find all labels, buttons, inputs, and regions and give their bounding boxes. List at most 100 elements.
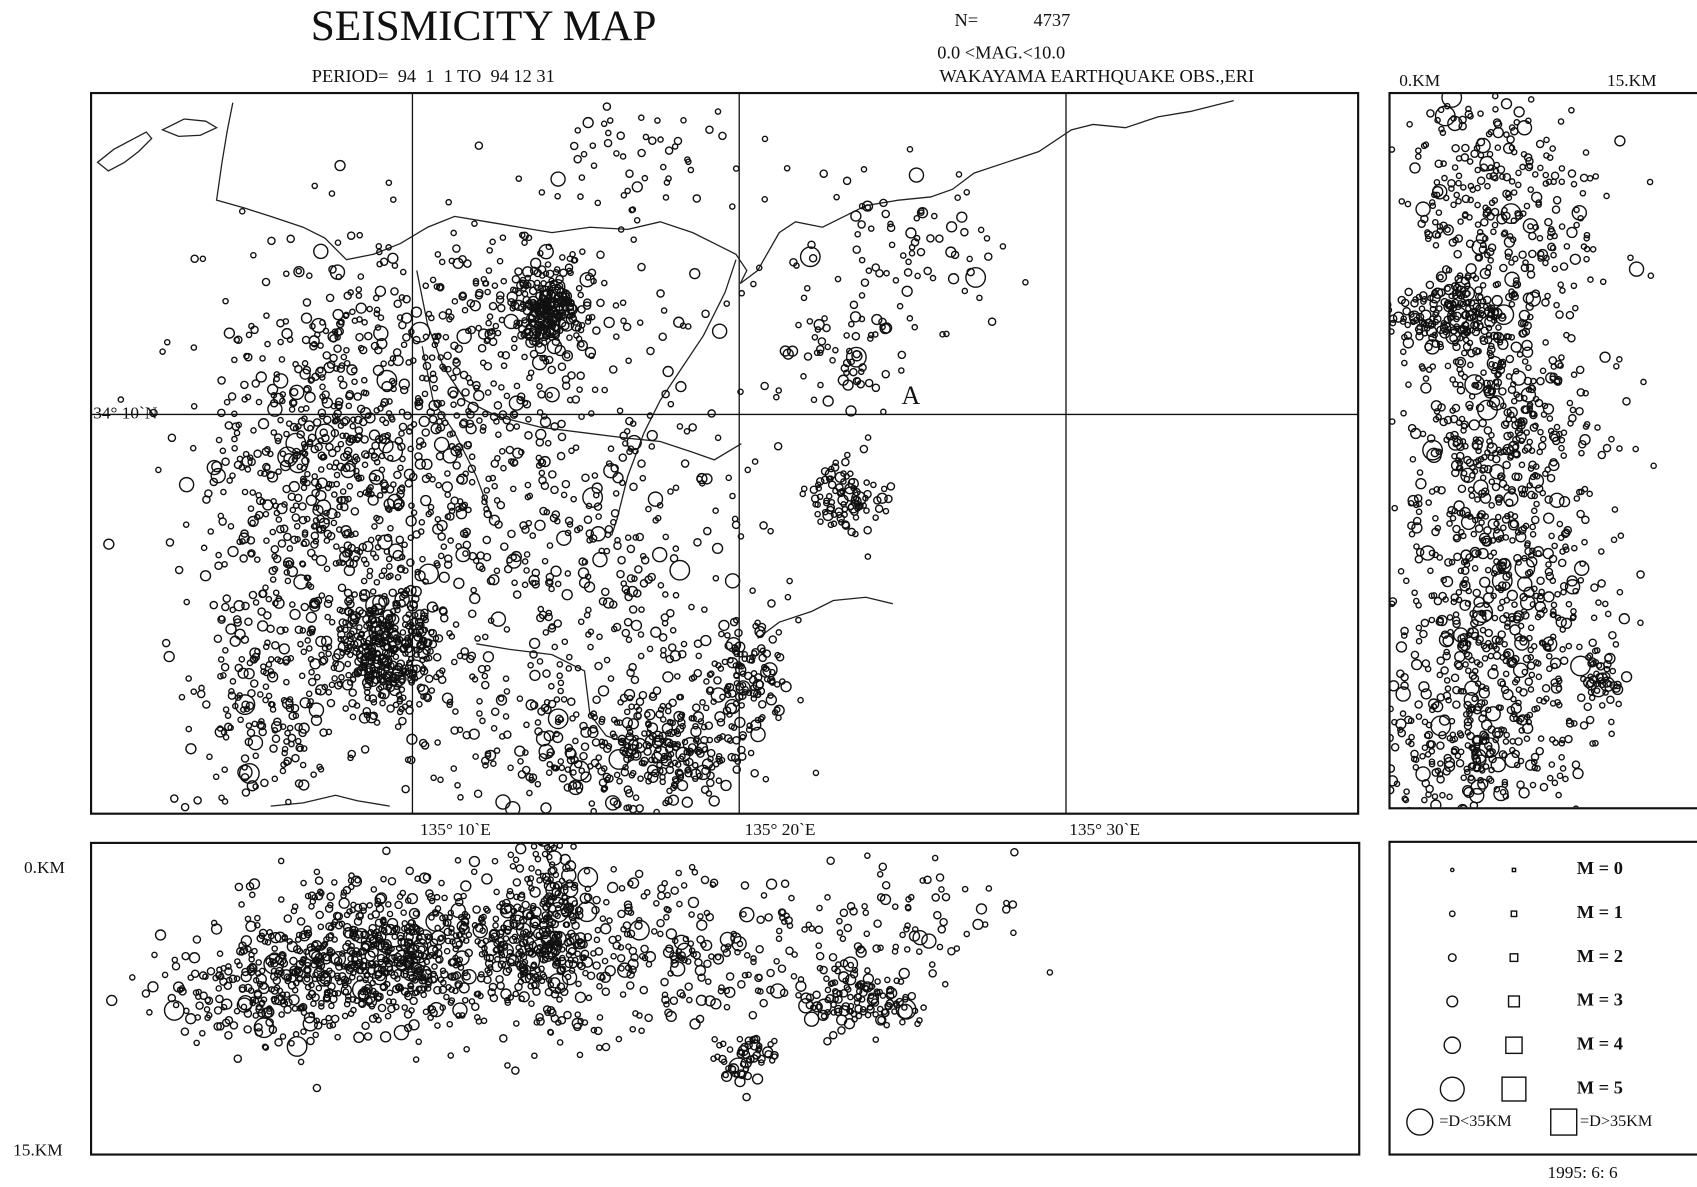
event [1519, 251, 1526, 258]
event [1531, 532, 1536, 537]
event [1549, 533, 1554, 538]
event [1547, 654, 1552, 659]
event [264, 612, 271, 619]
event [1411, 651, 1418, 658]
event [1438, 275, 1443, 280]
event [219, 657, 224, 662]
event [1440, 418, 1447, 425]
event [785, 166, 790, 171]
event [1566, 602, 1571, 607]
event [238, 717, 243, 722]
event [263, 829, 268, 834]
event [290, 828, 295, 833]
event [451, 230, 456, 235]
event [1447, 615, 1452, 620]
event [589, 411, 594, 416]
event [663, 672, 673, 682]
event [663, 366, 673, 376]
event [266, 693, 271, 698]
event [331, 520, 336, 525]
event [514, 383, 519, 388]
event [1619, 614, 1629, 624]
event [373, 365, 383, 375]
event [1474, 480, 1488, 494]
event [324, 416, 331, 423]
event [653, 548, 667, 562]
event [1498, 606, 1503, 611]
event [290, 385, 304, 399]
event [515, 268, 522, 275]
event [212, 462, 222, 472]
event [1455, 652, 1465, 662]
event [1514, 107, 1524, 117]
event [639, 115, 644, 120]
event [1595, 425, 1600, 430]
event [713, 576, 718, 581]
event [690, 269, 700, 279]
event [579, 175, 584, 180]
event [1599, 549, 1604, 554]
event [977, 295, 982, 300]
event [1598, 580, 1605, 587]
event [539, 190, 544, 195]
event [1504, 732, 1509, 737]
event [1547, 666, 1552, 671]
event [303, 361, 308, 366]
event [1536, 551, 1541, 556]
event [522, 291, 527, 296]
event [400, 456, 405, 461]
event [485, 289, 490, 294]
event [186, 744, 196, 754]
event [280, 768, 285, 773]
event [463, 541, 470, 548]
event [842, 459, 849, 466]
event [277, 320, 284, 327]
event [251, 680, 258, 687]
event [849, 322, 854, 327]
event [1528, 187, 1533, 192]
event [1473, 566, 1478, 571]
event [964, 190, 969, 195]
event [324, 538, 329, 543]
event [621, 300, 626, 305]
event [760, 522, 767, 529]
event [1403, 308, 1410, 315]
event [316, 911, 323, 918]
event [1433, 516, 1438, 521]
event [1430, 364, 1435, 369]
event [350, 714, 355, 719]
event [693, 763, 698, 768]
event [246, 332, 251, 337]
event [638, 149, 645, 156]
event [1478, 153, 1483, 158]
event [487, 248, 492, 253]
event [410, 997, 417, 1004]
event [288, 725, 293, 730]
event [343, 706, 348, 711]
event [251, 326, 258, 333]
event [442, 482, 452, 492]
event [562, 590, 572, 600]
event [751, 671, 756, 676]
event [279, 644, 289, 654]
event [621, 154, 626, 159]
event [1514, 452, 1519, 457]
event [899, 368, 904, 373]
event [402, 342, 407, 347]
event [1492, 296, 1502, 306]
event [473, 754, 478, 759]
event [704, 527, 711, 534]
event [552, 644, 557, 649]
event [566, 666, 571, 671]
event [444, 994, 449, 999]
event [290, 602, 295, 607]
event [752, 649, 759, 656]
event [451, 375, 456, 380]
event [625, 709, 630, 714]
event [298, 642, 303, 647]
event [915, 273, 920, 278]
event [684, 59, 691, 66]
event [962, 288, 967, 293]
event [852, 333, 859, 340]
event [898, 351, 905, 358]
